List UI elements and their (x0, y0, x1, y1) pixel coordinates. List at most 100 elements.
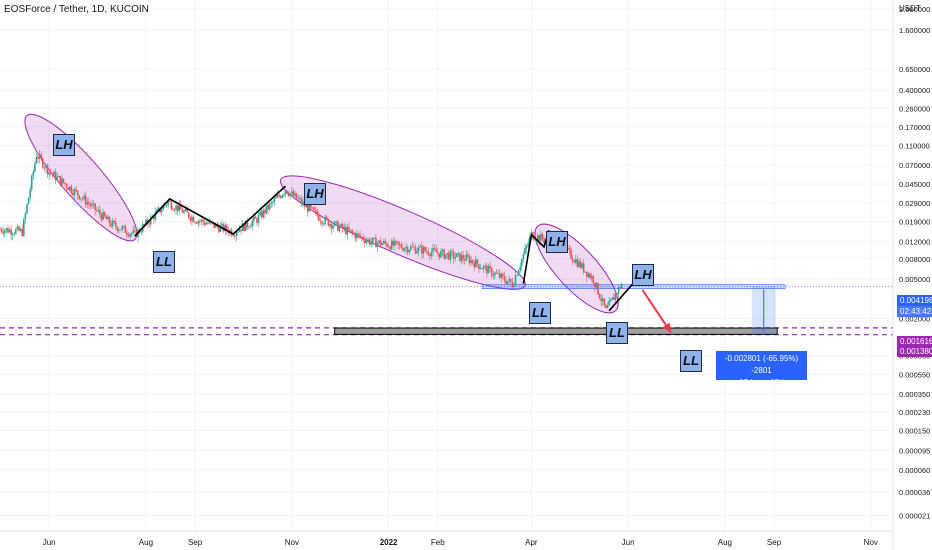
price-tick-label: 0.000350 (899, 390, 930, 399)
candle-body (94, 203, 96, 210)
candle-body (468, 256, 471, 264)
candle-body (424, 247, 426, 251)
candle-body (175, 205, 177, 210)
candle-body (473, 262, 476, 268)
measure-result-box[interactable]: -0.002801 (-65.95%) -2801 15 bars, 15d (716, 351, 807, 387)
candle-body (67, 187, 70, 191)
candle-body (383, 241, 385, 244)
candle-body (78, 195, 81, 200)
candle-body (351, 230, 353, 233)
candle-body (2, 231, 4, 234)
pattern-label-lh-1[interactable]: LH (53, 134, 75, 156)
candle-body (475, 259, 477, 268)
candle-body (170, 201, 173, 209)
candle-body (164, 205, 166, 206)
candle-body (208, 221, 211, 224)
candle-body (498, 273, 501, 278)
candle-body (348, 227, 350, 231)
candle-body (395, 240, 398, 242)
candle-body (318, 215, 320, 221)
candle-body (471, 260, 474, 263)
candle-body (495, 272, 498, 274)
price-tick-label: 0.005000 (899, 275, 930, 284)
candle-body (241, 223, 244, 232)
candle-body (521, 258, 523, 267)
time-tick-label: Sep (767, 538, 782, 547)
candle-body (32, 171, 35, 176)
pattern-label-ll-2[interactable]: LL (529, 302, 551, 324)
candle-body (218, 226, 220, 232)
candle-body (413, 246, 415, 248)
pattern-label-ll-1[interactable]: LL (153, 251, 175, 273)
candle-body (356, 233, 358, 239)
candle-body (490, 267, 493, 276)
candle-body (181, 209, 184, 213)
candle-body (417, 246, 420, 252)
pattern-label-ll-3[interactable]: LL (606, 322, 628, 344)
candle-body (352, 232, 355, 234)
candle-body (614, 293, 617, 300)
candle-body (275, 197, 277, 199)
pattern-label-lh-4[interactable]: LH (632, 264, 654, 286)
candle-body (162, 205, 165, 210)
candle-body (84, 195, 87, 205)
candle-body (484, 265, 487, 267)
candle-body (444, 254, 447, 259)
pattern-label-ll-4[interactable]: LL (680, 350, 702, 372)
candle-body (338, 226, 341, 231)
candle-body (476, 259, 479, 265)
candle-body (324, 217, 326, 224)
candle-body (72, 192, 74, 196)
candle-body (15, 229, 17, 234)
candle-body (21, 228, 24, 236)
support-zone-box (334, 327, 778, 335)
time-axis[interactable]: Jun Aug Sep Nov 2022 Feb Apr Jun Aug Sep Nov (0, 530, 893, 547)
candle-body (332, 225, 334, 229)
candle-body (378, 240, 380, 243)
level-tag-2: 0.001380 (897, 346, 932, 357)
candle-body (500, 273, 503, 278)
candle-body (343, 227, 345, 229)
candle-body (321, 221, 323, 225)
candle-body (600, 298, 602, 302)
zigzag-line (134, 185, 287, 237)
candle-body (165, 205, 168, 206)
candle-body (433, 247, 436, 250)
candle-body (506, 281, 509, 284)
candle-body (365, 240, 368, 244)
candle-body (333, 221, 336, 226)
candle-body (42, 158, 44, 168)
time-tick-label: Jun (622, 538, 635, 547)
candle-body (573, 260, 575, 263)
candle-body (603, 298, 606, 306)
candle-body (421, 246, 423, 254)
candle-body (486, 265, 488, 274)
candle-body (584, 271, 587, 273)
candle-body (541, 233, 544, 239)
candle-body (325, 217, 328, 219)
price-tick-label: 0.029000 (899, 199, 930, 208)
candle-body (478, 264, 480, 269)
candle-body (337, 221, 339, 231)
candle-body (479, 268, 482, 270)
candle-body (118, 229, 120, 231)
candle-body (30, 175, 33, 190)
candle-body (611, 297, 614, 300)
candle-body (456, 253, 458, 257)
candle-body (605, 305, 607, 308)
candle-body (311, 207, 314, 209)
candle-body (430, 251, 433, 257)
candle-body (100, 214, 103, 220)
candle-body (422, 247, 425, 254)
pattern-label-lh-3[interactable]: LH (546, 231, 568, 253)
candle-body (279, 196, 282, 198)
candle-body (254, 216, 257, 219)
price-tick-label: 0.000230 (899, 408, 930, 417)
candle-body (606, 305, 609, 308)
time-tick-label: Jun (43, 538, 56, 547)
candle-body (487, 265, 490, 274)
candle-body (130, 233, 133, 235)
pattern-label-lh-2[interactable]: LH (304, 183, 326, 205)
